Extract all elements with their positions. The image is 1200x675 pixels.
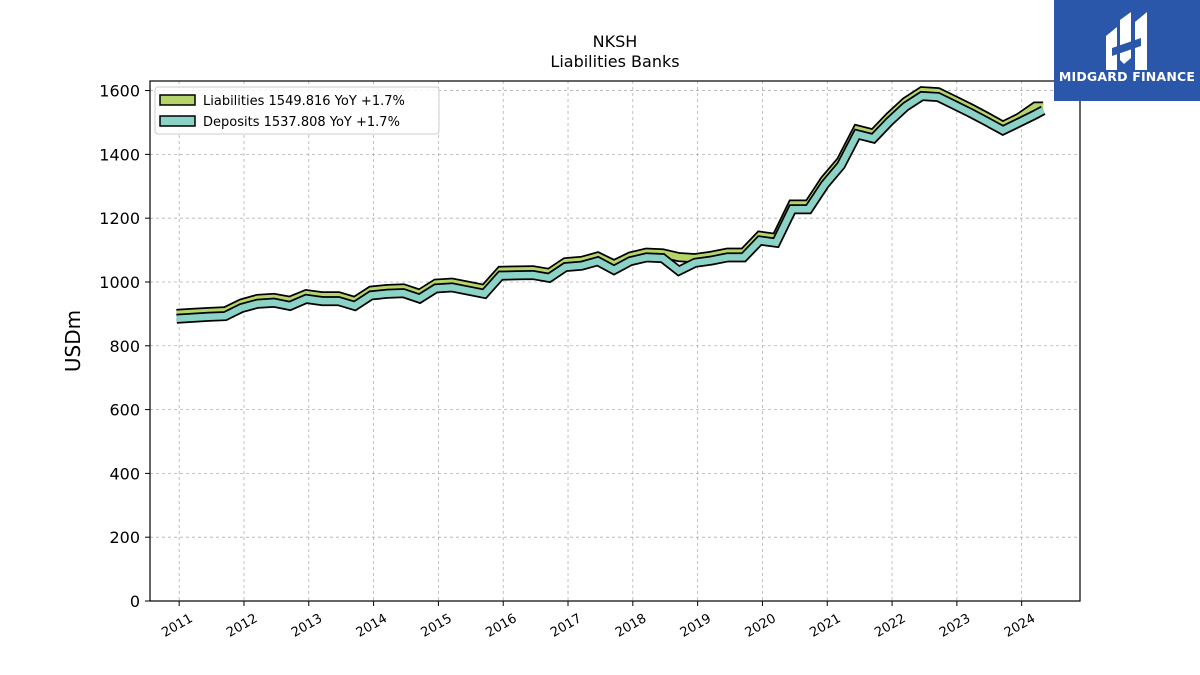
y-tick-label: 400 — [109, 464, 140, 483]
x-tick-label: 2013 — [289, 611, 325, 641]
legend: Liabilities 1549.816 YoY +1.7% Deposits … — [154, 86, 440, 135]
x-tick-label: 2017 — [548, 611, 584, 641]
y-tick-label: 600 — [109, 401, 140, 420]
y-tick-label: 1400 — [99, 145, 140, 164]
y-axis: 0 200 400 600 800 1000 1200 1400 1600 — [99, 82, 150, 611]
series-layer — [176, 86, 1046, 324]
y-tick-label: 200 — [109, 528, 140, 547]
grid — [150, 81, 1080, 602]
x-axis: 2011 2012 2013 2014 2015 2016 2017 2018 2019 2020… — [159, 601, 1038, 641]
logo-mark-icon — [1106, 12, 1147, 70]
logo-text: MIDGARD FINANCE — [1059, 69, 1195, 84]
y-tick-label: 800 — [109, 337, 140, 356]
x-tick-label: 2016 — [483, 611, 519, 641]
y-tick-label: 0 — [130, 592, 140, 611]
x-tick-label: 2014 — [354, 611, 390, 641]
series-line-deposits — [176, 92, 1045, 322]
chart-subtitle: Liabilities Banks — [550, 52, 679, 71]
legend-box — [154, 86, 440, 135]
legend-swatch-liabilities — [159, 94, 196, 106]
x-tick-label: 2015 — [419, 611, 455, 641]
y-tick-label: 1200 — [99, 209, 140, 228]
y-tick-label: 1600 — [99, 82, 140, 101]
x-tick-label: 2024 — [1002, 611, 1038, 641]
axes-frame — [149, 80, 1081, 602]
legend-label-liabilities: Liabilities 1549.816 YoY +1.7% — [203, 94, 405, 109]
x-tick-label: 2012 — [224, 611, 260, 641]
x-tick-label: 2018 — [613, 611, 649, 641]
legend-swatch-deposits — [159, 115, 196, 127]
midgard-finance-logo: MIDGARD FINANCE — [1054, 0, 1200, 101]
y-axis-label: USDm — [61, 310, 85, 372]
x-tick-label: 2011 — [159, 611, 195, 641]
x-tick-label: 2023 — [937, 611, 973, 641]
x-tick-label: 2020 — [743, 611, 779, 641]
x-tick-label: 2021 — [807, 611, 843, 641]
chart-title: NKSH — [593, 32, 638, 51]
y-tick-label: 1000 — [99, 273, 140, 292]
x-tick-label: 2019 — [678, 611, 714, 641]
legend-label-deposits: Deposits 1537.808 YoY +1.7% — [203, 115, 400, 130]
x-tick-label: 2022 — [872, 611, 908, 641]
